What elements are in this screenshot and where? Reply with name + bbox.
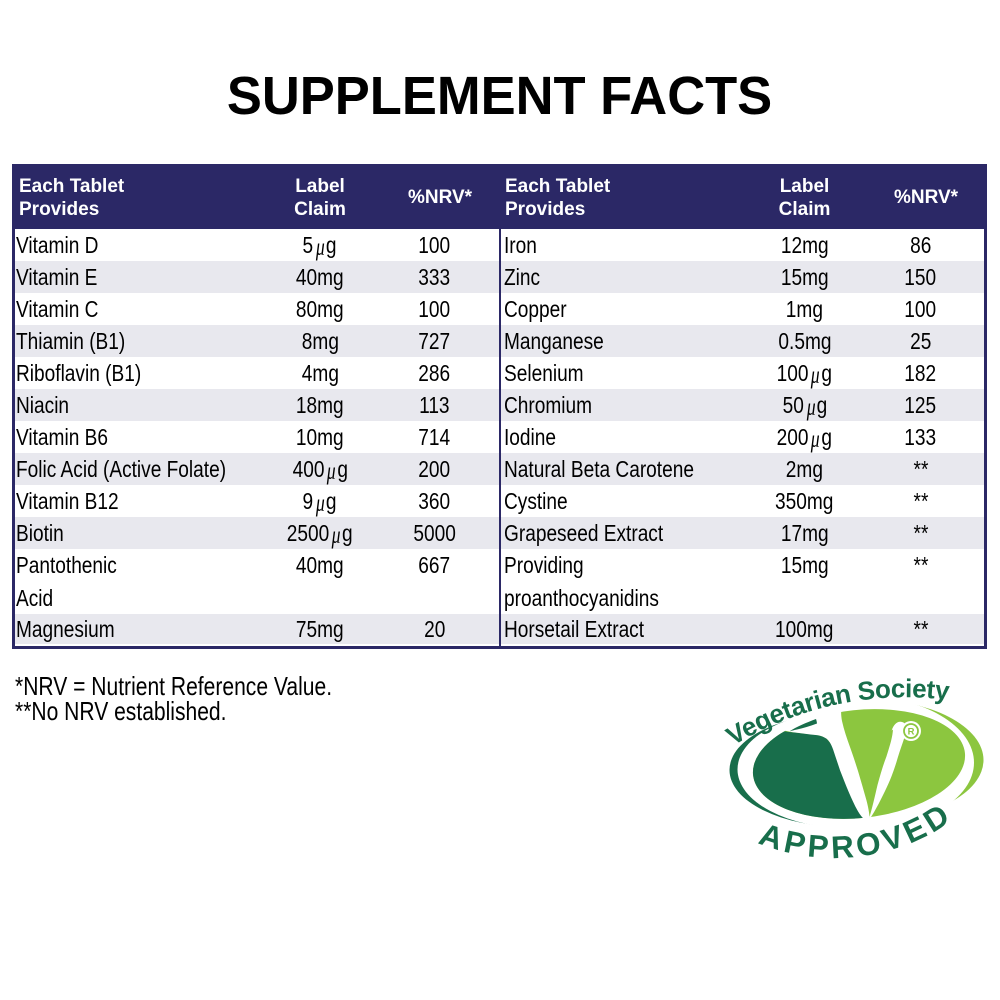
svg-text:R: R [908, 727, 915, 738]
